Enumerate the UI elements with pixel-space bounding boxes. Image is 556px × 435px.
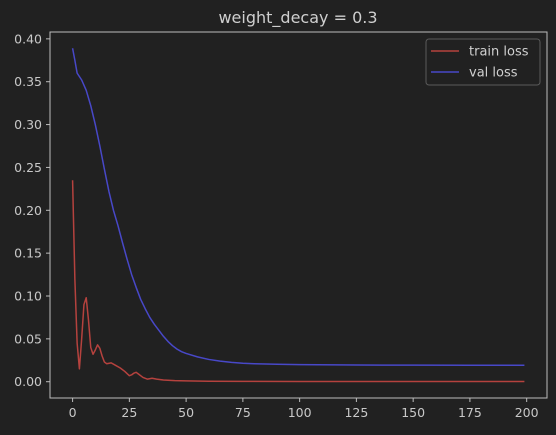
x-tick-label: 25 [121,405,137,420]
legend-label: train loss [469,45,529,60]
legend-label: val loss [469,66,518,81]
y-tick-label: 0.20 [14,203,42,218]
series-layer [71,48,525,383]
y-tick-label: 0.40 [14,31,42,46]
series-line-val-loss [71,48,525,367]
x-tick-label: 50 [178,405,194,420]
x-tick-label: 100 [288,405,312,420]
x-axis: 0 25 50 75 100 125 150 175 200 [69,398,539,420]
y-tick-label: 0.30 [14,117,42,132]
x-tick-label: 125 [344,405,368,420]
x-tick-label: 175 [458,405,482,420]
y-tick-label: 0.15 [14,246,42,261]
y-tick-label: 0.35 [14,74,42,89]
y-tick-label: 0.10 [14,289,42,304]
chart-title: weight_decay = 0.3 [218,8,377,28]
y-tick-label: 0.25 [14,160,42,175]
axes-frame [49,31,548,399]
y-axis: 0.00 0.05 0.10 0.15 0.20 0.25 0.30 0.35 0.40 [14,31,50,389]
x-tick-label: 0 [69,405,77,420]
series-line-train-loss [71,180,525,383]
y-tick-label: 0.00 [14,374,42,389]
x-tick-label: 75 [235,405,251,420]
legend: train loss val loss [425,38,541,86]
x-tick-label: 150 [401,405,425,420]
y-tick-label: 0.05 [14,331,42,346]
x-tick-label: 200 [515,405,539,420]
